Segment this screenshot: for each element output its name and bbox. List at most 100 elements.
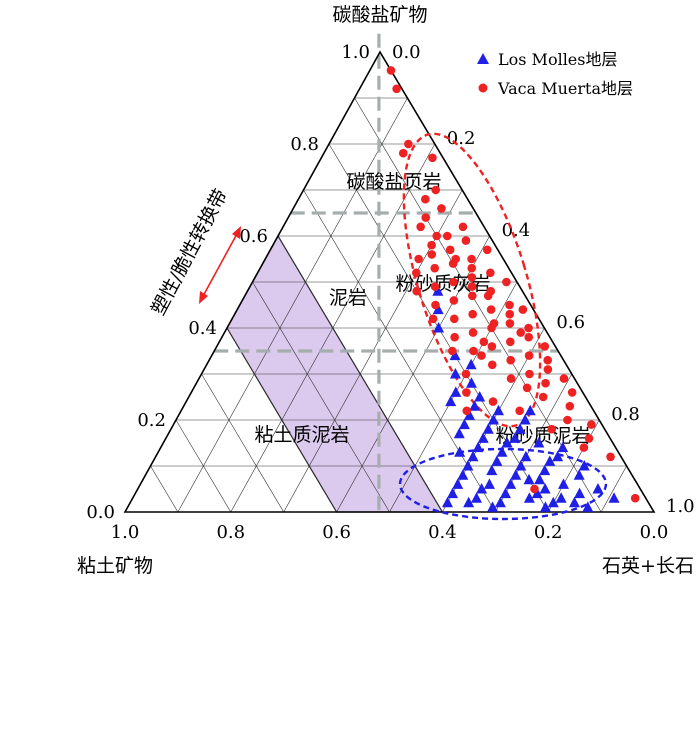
los-molles-point	[578, 460, 590, 471]
vaca-muerta-point	[421, 213, 431, 222]
grid-line-clay	[252, 281, 390, 513]
vaca-muerta-point	[467, 254, 476, 264]
vaca-muerta-point	[524, 351, 534, 360]
vaca-muerta-point	[442, 231, 452, 241]
vaca-muerta-point	[543, 365, 553, 374]
region-mudstone: 泥岩	[329, 287, 367, 309]
los-molles-point	[510, 469, 522, 480]
grid-lines	[150, 97, 627, 513]
region-silty-limestone: 粉砂质灰岩	[395, 273, 490, 295]
tick-label-bottom: 0.8	[216, 522, 245, 543]
vaca-muerta-point	[432, 231, 442, 241]
vaca-muerta-point	[540, 342, 550, 351]
vaca-muerta-point	[467, 273, 477, 282]
vaca-muerta-point	[522, 383, 532, 393]
los-molles-point	[483, 478, 495, 489]
vaca-muerta-point	[449, 296, 459, 305]
los-molles-point	[465, 377, 477, 388]
vaca-muerta-point	[449, 277, 458, 287]
los-molles-point	[509, 432, 521, 443]
tick-label-left: 0.6	[239, 226, 268, 247]
los-molles-point	[454, 446, 466, 457]
tick-labels: 1.00.80.60.40.20.00.00.20.40.60.81.01.0 0…	[86, 42, 694, 543]
vaca-muerta-point	[430, 263, 440, 273]
los-molles-point	[447, 487, 459, 499]
vaca-muerta-point	[505, 309, 515, 319]
los-molles-point	[458, 418, 470, 430]
vaca-muerta-point	[506, 374, 516, 383]
los-molles-point	[433, 322, 445, 333]
tick-label-bottom: 0.6	[322, 522, 351, 543]
legend: Los Molles地层 Vaca Muerta地层	[477, 50, 633, 98]
vaca-muerta-point	[386, 66, 396, 75]
legend-label-los-molles: Los Molles地层	[498, 50, 618, 69]
vaca-muerta-point	[462, 406, 472, 416]
triangle-frame	[123, 50, 656, 513]
vaca-muerta-point	[506, 355, 515, 365]
grid-line-clay	[354, 97, 602, 513]
vaca-muerta-point	[483, 291, 493, 301]
vaca-muerta-point	[431, 300, 440, 310]
vaca-muerta-point	[488, 397, 498, 406]
los-molles-point	[449, 368, 461, 379]
los-molles-point	[442, 496, 453, 508]
transition-arrow	[199, 226, 241, 304]
los-molles-point	[547, 496, 559, 508]
vaca-muerta-point	[404, 139, 413, 149]
los-molles-point	[464, 409, 475, 420]
vaca-muerta-point	[467, 263, 477, 273]
los-molles-point	[449, 349, 461, 361]
legend-marker-vaca-muerta	[478, 83, 488, 93]
vaca-muerta-point	[530, 484, 539, 494]
los-molles-point	[471, 492, 482, 503]
vaca-muerta-point	[543, 355, 553, 365]
los-molles-point	[432, 285, 444, 296]
los-molles-point	[552, 450, 564, 462]
tick-label-right: 0.8	[611, 404, 640, 425]
vaca-muerta-point	[421, 194, 430, 204]
vaca-muerta-point	[412, 286, 421, 296]
vaca-muerta-point	[524, 332, 534, 342]
vaca-muerta-point	[606, 452, 615, 462]
los-molles-point	[555, 492, 567, 503]
vaca-muerta-point	[458, 222, 468, 232]
vaca-muerta-point	[461, 236, 471, 245]
tick-label-right: 0.2	[447, 128, 476, 149]
vaca-muerta-point	[487, 360, 497, 370]
los-molles-point	[465, 358, 477, 370]
vaca-muerta-point	[449, 314, 459, 324]
grid-line-quartz	[495, 373, 573, 513]
tick-label-bottom: 0.4	[428, 522, 457, 543]
los-molles-point	[608, 492, 620, 503]
vaca-muerta-point	[462, 388, 471, 397]
vaca-muerta-point	[515, 406, 524, 416]
los-molles-point	[557, 441, 569, 453]
vaca-muerta-point	[479, 337, 489, 347]
tick-label-right: 0.4	[502, 220, 531, 241]
top-axis-title: 碳酸盐矿物	[332, 4, 427, 26]
vaca-muerta-point	[450, 332, 459, 342]
vaca-muerta-point	[541, 378, 550, 388]
right-axis-title: 石英+长石	[602, 555, 694, 577]
vaca-muerta-point	[428, 314, 438, 324]
tick-label-bottom: 0.0	[640, 522, 669, 543]
los-molles-point	[452, 478, 464, 489]
los-molles-point	[515, 460, 527, 471]
vaca-muerta-point	[584, 434, 594, 443]
los-molles-point	[539, 483, 551, 494]
vaca-muerta-cluster-ellipse	[402, 132, 542, 428]
los-molles-point	[500, 487, 511, 499]
los-molles-point	[505, 478, 517, 489]
classification-boundaries	[214, 33, 559, 512]
grid-line-clay	[201, 373, 284, 513]
vaca-muerta-point	[486, 305, 496, 314]
los-molles-point	[496, 446, 508, 457]
region-clayey-mudstone: 粘土质泥岩	[254, 424, 349, 446]
los-molles-point	[476, 483, 488, 494]
los-molles-point	[445, 395, 457, 407]
vaca-muerta-point	[524, 323, 533, 333]
vaca-muerta-point	[559, 374, 569, 383]
los-molles-point	[457, 469, 469, 480]
los-molles-point	[487, 414, 499, 425]
